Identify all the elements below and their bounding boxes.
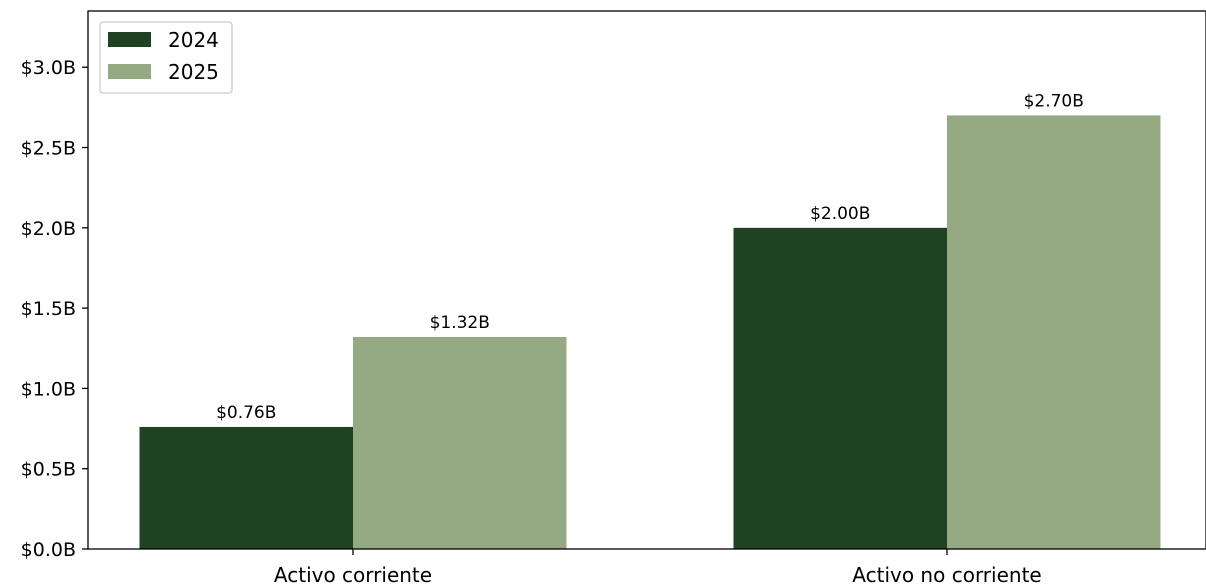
bar-2025-activo-no-corriente: [947, 115, 1161, 549]
legend: 2024 2025: [99, 21, 233, 94]
bar-2024-activo-corriente: [139, 426, 353, 549]
plot-area-frame: [87, 10, 1206, 550]
x-category-label: Activo corriente: [274, 563, 432, 586]
bar-value-label: $2.70B: [1024, 91, 1084, 111]
legend-label-2025: 2025: [168, 60, 219, 84]
x-axis: Activo corriente Activo no corriente: [274, 549, 1042, 586]
bar-value-label: $2.00B: [810, 204, 870, 224]
bar-value-label: $1.32B: [430, 313, 490, 333]
y-tick-label: $2.5B: [21, 138, 76, 160]
y-tick-label: $2.0B: [21, 218, 76, 240]
bar-2024-activo-no-corriente: [733, 227, 947, 549]
y-tick-label: $3.0B: [21, 57, 76, 79]
bar-2025-activo-corriente: [353, 337, 567, 549]
legend-swatch-2025: [108, 64, 151, 79]
y-tick-label: $1.0B: [21, 378, 76, 400]
y-tick-label: $0.0B: [21, 539, 76, 561]
bar-value-label: $0.76B: [216, 403, 276, 423]
y-tick-label: $0.5B: [21, 459, 76, 481]
x-category-label: Activo no corriente: [852, 563, 1041, 586]
data-labels: $0.76B $1.32B $2.00B $2.70B: [216, 91, 1084, 423]
legend-label-2024: 2024: [168, 28, 219, 52]
bars: [139, 115, 1161, 549]
y-tick-label: $1.5B: [21, 298, 76, 320]
y-axis: $0.0B $0.5B $1.0B $1.5B $2.0B $2.5B $3.0B: [21, 57, 88, 561]
legend-swatch-2024: [108, 32, 151, 47]
